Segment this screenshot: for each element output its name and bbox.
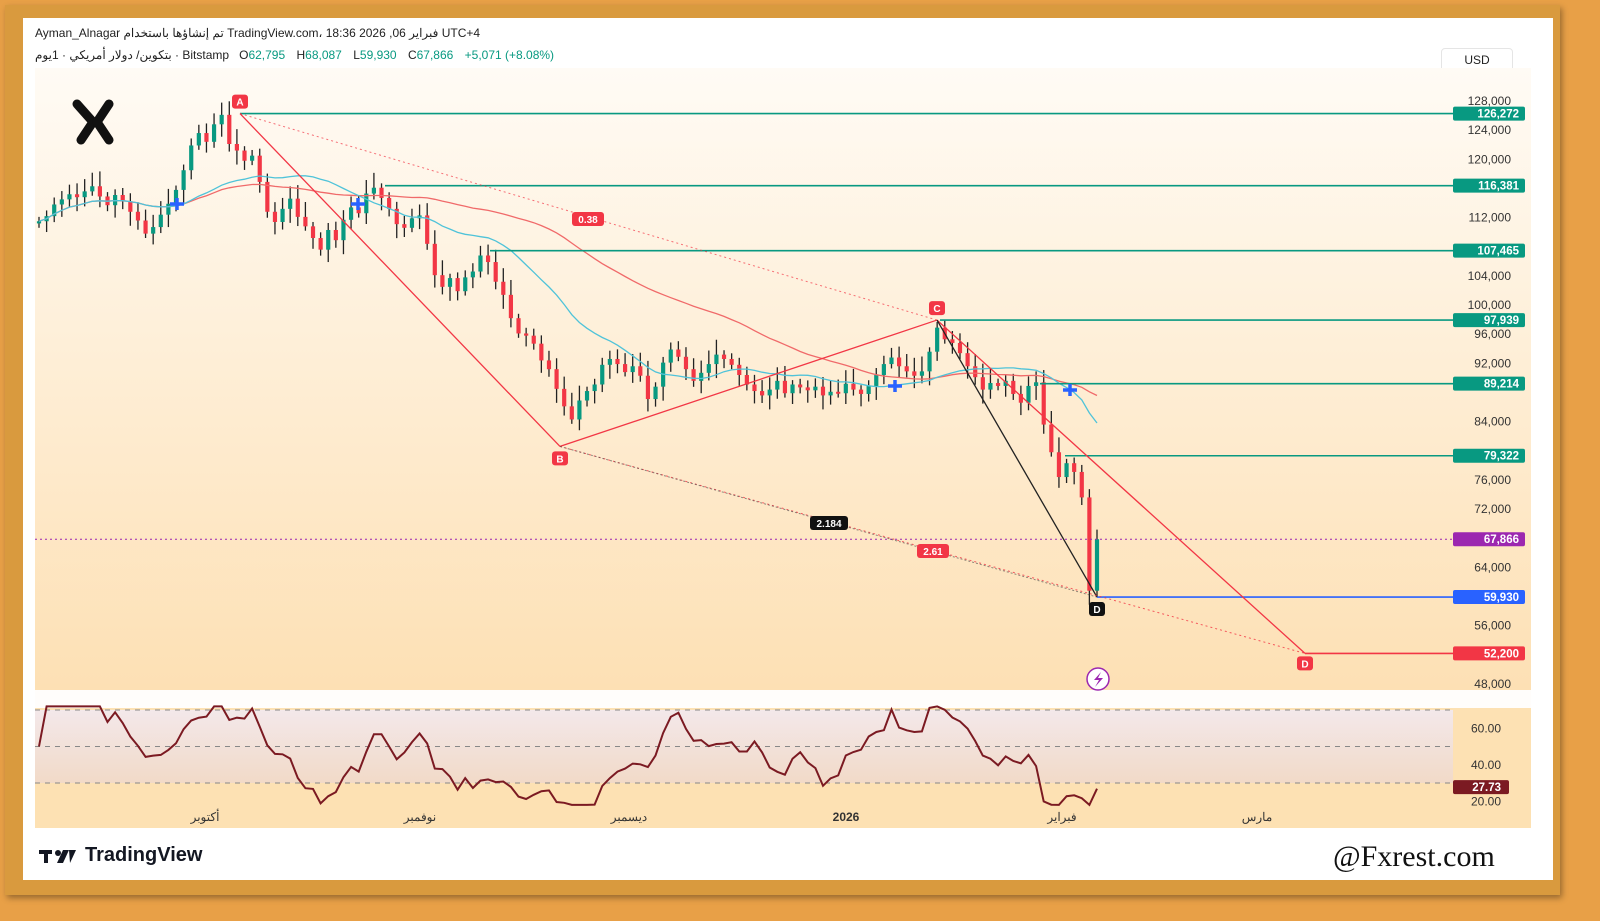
candles	[36, 101, 1100, 605]
pattern-badge	[810, 516, 848, 530]
ma-slow-line	[38, 183, 1098, 397]
svg-text:D: D	[1301, 659, 1308, 670]
close-value: 67,866	[416, 48, 454, 62]
high-label: H	[296, 48, 306, 62]
price-level-badge	[1453, 590, 1525, 605]
x-tick: نوفمبر	[403, 810, 436, 824]
close-label: C	[407, 48, 417, 62]
watermark: @Fxrest.com	[1333, 840, 1495, 873]
y-tick: 112,000	[1469, 211, 1512, 225]
price-level-badge	[1453, 646, 1525, 661]
svg-text:116,381: 116,381	[1478, 181, 1520, 193]
y-tick: 76,000	[1474, 473, 1511, 487]
x-tick: فبراير	[1046, 810, 1076, 824]
price-chart[interactable]: 126,272 116,381 107,465 97,939 89,214 79,322 6…	[35, 68, 1531, 845]
low-value: 59,930	[359, 48, 397, 62]
svg-text:59,930: 59,930	[1484, 592, 1519, 604]
price-level-badge	[1453, 532, 1525, 547]
y-tick: 84,000	[1474, 415, 1511, 429]
tradingview-brand: TradingView	[85, 844, 203, 866]
pattern-badge	[917, 544, 949, 558]
pattern-badge	[1297, 656, 1313, 671]
svg-text:0.38: 0.38	[578, 215, 598, 226]
y-tick: 64,000	[1474, 560, 1511, 574]
open-label: O	[239, 48, 249, 62]
price-level-badge	[1453, 448, 1525, 463]
low-label: L	[353, 48, 360, 62]
svg-text:C: C	[933, 304, 940, 315]
y-tick: 120,000	[1468, 152, 1512, 166]
x-tick: أكتوبر	[190, 809, 220, 824]
svg-text:79,322: 79,322	[1484, 451, 1519, 463]
chart-attribution: Ayman_Alnagar تم إنشاؤها باستخدام Tradin…	[35, 26, 481, 40]
y-tick: 72,000	[1474, 502, 1511, 516]
cross-marker-icon	[170, 198, 184, 210]
price-level-badge	[1453, 243, 1525, 258]
cross-marker-icon	[1063, 384, 1077, 396]
svg-text:D: D	[1093, 605, 1100, 616]
tradingview-logo-icon	[39, 849, 76, 863]
svg-text:A: A	[236, 98, 243, 109]
svg-text:27.73: 27.73	[1472, 782, 1501, 794]
svg-text:2.61: 2.61	[923, 547, 943, 558]
svg-text:89,214: 89,214	[1484, 379, 1520, 391]
x-tick: 2026	[833, 810, 860, 824]
chart-area[interactable]: 126,272 116,381 107,465 97,939 89,214 79,322 6…	[35, 68, 1531, 845]
tradingview-logo[interactable]: TradingView	[39, 844, 202, 867]
price-level-badge	[1453, 313, 1525, 328]
outer-frame: Ayman_Alnagar تم إنشاؤها باستخدام Tradin…	[5, 5, 1560, 895]
y-tick: 128,000	[1468, 94, 1512, 108]
svg-text:B: B	[556, 454, 563, 465]
price-level-badge	[1453, 106, 1525, 121]
x-tick: مارس	[1242, 810, 1273, 824]
pattern-badge	[1089, 602, 1105, 617]
ma-fast-line	[38, 175, 1098, 424]
y-tick: 48,000	[1474, 677, 1511, 691]
svg-text:2.184: 2.184	[816, 519, 841, 530]
change-value: +5,071 (+8.08%)	[464, 48, 555, 62]
svg-text:67,866: 67,866	[1484, 534, 1519, 546]
price-level-badge	[1453, 178, 1525, 193]
chart-window: Ayman_Alnagar تم إنشاؤها باستخدام Tradin…	[23, 18, 1553, 880]
symbol-name[interactable]: بتكوين/ دولار أمريكي · 1يوم · Bitstamp	[35, 48, 230, 62]
y-tick: 92,000	[1474, 356, 1511, 370]
rsi-y-tick: 20.00	[1471, 794, 1501, 808]
rsi-y-tick: 60.00	[1471, 721, 1501, 735]
svg-text:52,200: 52,200	[1484, 648, 1519, 660]
svg-text:126,272: 126,272	[1477, 109, 1519, 121]
rsi-y-tick: 40.00	[1471, 758, 1501, 772]
pattern-badge	[552, 451, 568, 466]
rsi-line	[38, 705, 1098, 807]
symbol-legend[interactable]: بتكوين/ دولار أمريكي · 1يوم · Bitstamp O…	[35, 48, 562, 62]
high-value: 68,087	[305, 48, 342, 62]
y-tick: 56,000	[1474, 619, 1511, 633]
svg-text:97,939: 97,939	[1484, 315, 1519, 327]
main-pane	[35, 68, 1531, 690]
pattern-badge	[232, 94, 248, 109]
pattern-badge	[572, 212, 604, 226]
y-tick: 96,000	[1474, 327, 1511, 341]
open-value: 62,795	[248, 48, 286, 62]
cross-marker-icon	[351, 198, 365, 210]
x-tick: ديسمبر	[610, 810, 648, 824]
rsi-value-badge	[1453, 780, 1509, 795]
svg-text:107,465: 107,465	[1477, 246, 1519, 258]
y-tick: 100,000	[1468, 298, 1512, 312]
x-logo-icon	[71, 98, 115, 151]
price-level-badge	[1453, 376, 1525, 391]
y-tick: 104,000	[1468, 269, 1512, 283]
y-tick: 124,000	[1468, 123, 1512, 137]
pattern-badge	[929, 301, 945, 316]
cross-marker-icon	[888, 380, 902, 392]
